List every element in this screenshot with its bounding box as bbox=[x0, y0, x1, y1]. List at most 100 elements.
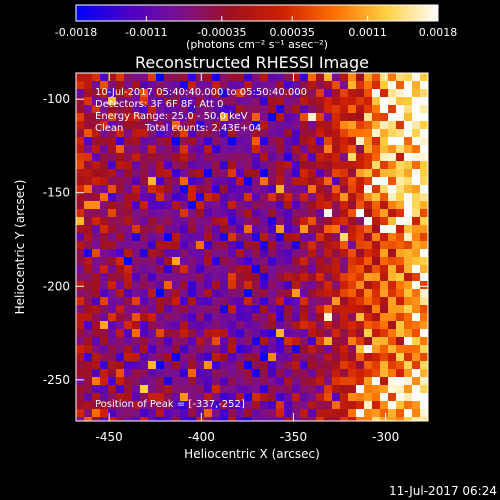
heatmap-cell bbox=[148, 193, 157, 202]
heatmap-cell bbox=[372, 297, 381, 306]
heatmap-cell bbox=[300, 81, 309, 90]
heatmap-cell bbox=[92, 393, 101, 402]
heatmap-cell bbox=[204, 257, 213, 266]
heatmap-cell bbox=[100, 201, 109, 210]
heatmap-cell bbox=[372, 313, 381, 322]
heatmap-cell bbox=[236, 417, 245, 421]
heatmap-cell bbox=[388, 345, 397, 354]
heatmap-cell bbox=[348, 305, 357, 314]
heatmap-cell bbox=[308, 401, 317, 410]
heatmap-cell bbox=[300, 121, 309, 130]
heatmap-cell bbox=[420, 113, 428, 122]
heatmap-cell bbox=[364, 353, 373, 362]
annotation-algorithm: Clean bbox=[95, 123, 123, 134]
heatmap-cell bbox=[92, 217, 101, 226]
heatmap-cell bbox=[228, 337, 237, 346]
heatmap-cell bbox=[196, 129, 205, 138]
heatmap-cell bbox=[116, 169, 125, 178]
heatmap-cell bbox=[76, 97, 85, 106]
heatmap-cell bbox=[220, 273, 229, 282]
heatmap-cell bbox=[76, 113, 85, 122]
heatmap-cell bbox=[108, 361, 117, 370]
x-tick-label: -450 bbox=[96, 430, 123, 444]
heatmap-cell bbox=[92, 193, 101, 202]
heatmap-cell bbox=[300, 233, 309, 242]
heatmap-cell bbox=[292, 113, 301, 122]
heatmap-cell bbox=[252, 257, 261, 266]
heatmap-cell bbox=[340, 105, 349, 114]
heatmap-cell bbox=[348, 353, 357, 362]
heatmap-cell bbox=[156, 73, 165, 82]
heatmap-cell bbox=[140, 273, 149, 282]
heatmap-cell bbox=[108, 289, 117, 298]
heatmap-cell bbox=[108, 97, 117, 106]
heatmap-cell bbox=[260, 257, 269, 266]
heatmap-cell bbox=[284, 329, 293, 338]
heatmap-cell bbox=[132, 169, 141, 178]
heatmap-cell bbox=[228, 377, 237, 386]
heatmap-cell bbox=[156, 145, 165, 154]
heatmap-cell bbox=[388, 329, 397, 338]
heatmap-cell bbox=[220, 289, 229, 298]
heatmap-cell bbox=[300, 137, 309, 146]
heatmap-cell bbox=[220, 361, 229, 370]
heatmap-cell bbox=[132, 313, 141, 322]
heatmap-cell bbox=[100, 409, 109, 418]
heatmap-cell bbox=[388, 129, 397, 138]
heatmap-cell bbox=[92, 369, 101, 378]
heatmap-cell bbox=[172, 345, 181, 354]
heatmap-cell bbox=[380, 209, 389, 218]
heatmap-image bbox=[76, 73, 428, 421]
heatmap-cell bbox=[300, 185, 309, 194]
heatmap-cell bbox=[244, 345, 253, 354]
heatmap-cell bbox=[380, 417, 389, 421]
heatmap-cell bbox=[220, 97, 229, 106]
heatmap-cell bbox=[188, 73, 197, 82]
heatmap-cell bbox=[108, 89, 117, 98]
heatmap-cell bbox=[332, 177, 341, 186]
heatmap-cell bbox=[156, 177, 165, 186]
heatmap-cell bbox=[268, 121, 277, 130]
heatmap-cell bbox=[356, 153, 365, 162]
heatmap-cell bbox=[316, 313, 325, 322]
heatmap-cell bbox=[172, 169, 181, 178]
heatmap-cell bbox=[124, 153, 133, 162]
heatmap-cell bbox=[252, 185, 261, 194]
heatmap-cell bbox=[372, 393, 381, 402]
heatmap-cell bbox=[308, 129, 317, 138]
heatmap-cell bbox=[116, 73, 125, 82]
heatmap-cell bbox=[332, 321, 341, 330]
heatmap-cell bbox=[340, 241, 349, 250]
heatmap-cell bbox=[212, 81, 221, 90]
heatmap-cell bbox=[372, 257, 381, 266]
heatmap-cell bbox=[92, 81, 101, 90]
heatmap-cell bbox=[332, 201, 341, 210]
heatmap-cell bbox=[180, 89, 189, 98]
heatmap-cell bbox=[100, 225, 109, 234]
heatmap-cell bbox=[348, 393, 357, 402]
heatmap-cell bbox=[92, 177, 101, 186]
heatmap-cell bbox=[252, 137, 261, 146]
heatmap-cell bbox=[172, 337, 181, 346]
heatmap-cell bbox=[364, 153, 373, 162]
heatmap-cell bbox=[364, 369, 373, 378]
heatmap-cell bbox=[396, 321, 405, 330]
heatmap-cell bbox=[180, 177, 189, 186]
heatmap-cell bbox=[412, 97, 421, 106]
heatmap-cell bbox=[316, 121, 325, 130]
heatmap-cell bbox=[108, 345, 117, 354]
heatmap-cell bbox=[180, 417, 189, 421]
heatmap-cell bbox=[412, 153, 421, 162]
heatmap-cell bbox=[332, 369, 341, 378]
heatmap-cell bbox=[356, 385, 365, 394]
heatmap-cell bbox=[300, 153, 309, 162]
heatmap-cell bbox=[188, 169, 197, 178]
heatmap-cell bbox=[364, 169, 373, 178]
heatmap-cell bbox=[340, 225, 349, 234]
heatmap-cell bbox=[284, 385, 293, 394]
heatmap-cell bbox=[340, 361, 349, 370]
heatmap-cell bbox=[372, 273, 381, 282]
heatmap-cell bbox=[164, 313, 173, 322]
heatmap-cell bbox=[236, 233, 245, 242]
heatmap-cell bbox=[300, 161, 309, 170]
